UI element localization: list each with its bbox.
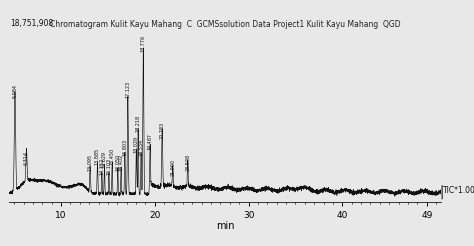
Text: 18.776: 18.776 xyxy=(141,35,146,52)
Text: 18.029: 18.029 xyxy=(134,136,139,153)
Text: 16.050: 16.050 xyxy=(115,154,120,171)
Text: 18,751,908: 18,751,908 xyxy=(10,19,54,28)
Text: 13.095: 13.095 xyxy=(88,154,92,171)
Text: 17.123: 17.123 xyxy=(125,81,130,98)
Text: TIC*1.00: TIC*1.00 xyxy=(443,186,474,195)
Text: 14.629: 14.629 xyxy=(102,151,107,168)
Text: 13.885: 13.885 xyxy=(95,148,100,165)
Text: 19.487: 19.487 xyxy=(147,133,153,150)
Title: Chromatogram Kulit Kayu Mahang  C  GCMSsolution Data Project1 Kulit Kayu Mahang : Chromatogram Kulit Kayu Mahang C GCMSsol… xyxy=(50,20,401,29)
Text: 23.508: 23.508 xyxy=(185,154,190,171)
Text: 16.402: 16.402 xyxy=(118,154,124,171)
Text: 21.900: 21.900 xyxy=(170,159,175,176)
X-axis label: min: min xyxy=(216,221,235,231)
Text: 14.352: 14.352 xyxy=(100,158,104,175)
Text: 5.084: 5.084 xyxy=(12,84,18,98)
Text: 20.783: 20.783 xyxy=(160,122,164,139)
Text: 18.534: 18.534 xyxy=(138,139,144,156)
Text: 15.450: 15.450 xyxy=(109,148,115,165)
Text: 6.314: 6.314 xyxy=(24,151,29,165)
Text: 15.103: 15.103 xyxy=(106,158,111,175)
Text: 16.803: 16.803 xyxy=(122,139,128,156)
Text: 18.218: 18.218 xyxy=(136,114,141,132)
